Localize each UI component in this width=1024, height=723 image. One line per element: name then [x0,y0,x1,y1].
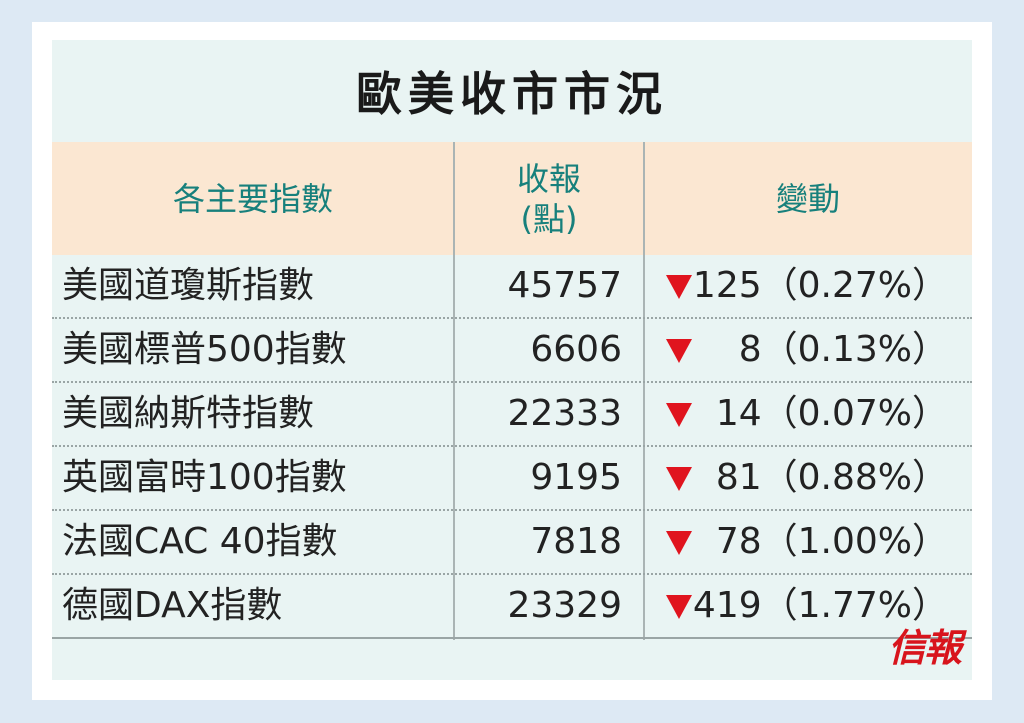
index-name: 德國DAX指數 [62,585,283,626]
change-value: 78（1.00%） [715,521,948,562]
market-summary-card: 歐美收市市況 各主要指數 收報 (點) 變動 美國道瓊斯指數 45757 125… [32,22,992,700]
close-value: 9195 [530,457,622,498]
column-divider [643,142,645,640]
column-divider [453,142,455,640]
table-row: 法國CAC 40指數 7818 78（1.00%） [52,511,972,575]
down-arrow-icon [666,403,692,427]
table-row: 美國標普500指數 6606 8（0.13%） [52,319,972,383]
close-value: 45757 [507,265,622,306]
table-title: 歐美收市市況 [356,67,668,121]
index-name: 法國CAC 40指數 [62,521,338,562]
down-arrow-icon [666,595,692,619]
change-value: 125（0.27%） [692,265,948,306]
table-row: 美國納斯特指數 22333 14（0.07%） [52,383,972,447]
index-name: 美國道瓊斯指數 [62,265,315,306]
index-name: 美國標普500指數 [62,329,347,370]
market-table: 歐美收市市況 各主要指數 收報 (點) 變動 美國道瓊斯指數 45757 125… [52,40,972,680]
down-arrow-icon [666,531,692,555]
header-close: 收報 (點) [516,159,581,238]
header-index-name: 各主要指數 [172,179,333,218]
close-value: 23329 [507,585,622,626]
index-name: 美國納斯特指數 [62,393,315,434]
change-value: 8（0.13%） [738,329,948,370]
change-value: 419（1.77%） [692,585,948,626]
index-name: 英國富時100指數 [62,457,347,498]
table-row: 德國DAX指數 23329 419（1.77%） [52,575,972,639]
table-header: 各主要指數 收報 (點) 變動 [52,142,972,255]
close-value: 7818 [530,521,622,562]
close-value: 6606 [530,329,622,370]
down-arrow-icon [666,339,692,363]
table-row: 美國道瓊斯指數 45757 125（0.27%） [52,255,972,319]
table-row: 英國富時100指數 9195 81（0.88%） [52,447,972,511]
hkej-logo: 信報 [887,625,962,670]
down-arrow-icon [666,467,692,491]
header-change: 變動 [775,179,840,218]
change-value: 81（0.88%） [715,457,948,498]
close-value: 22333 [507,393,622,434]
change-value: 14（0.07%） [715,393,948,434]
down-arrow-icon [666,275,692,299]
